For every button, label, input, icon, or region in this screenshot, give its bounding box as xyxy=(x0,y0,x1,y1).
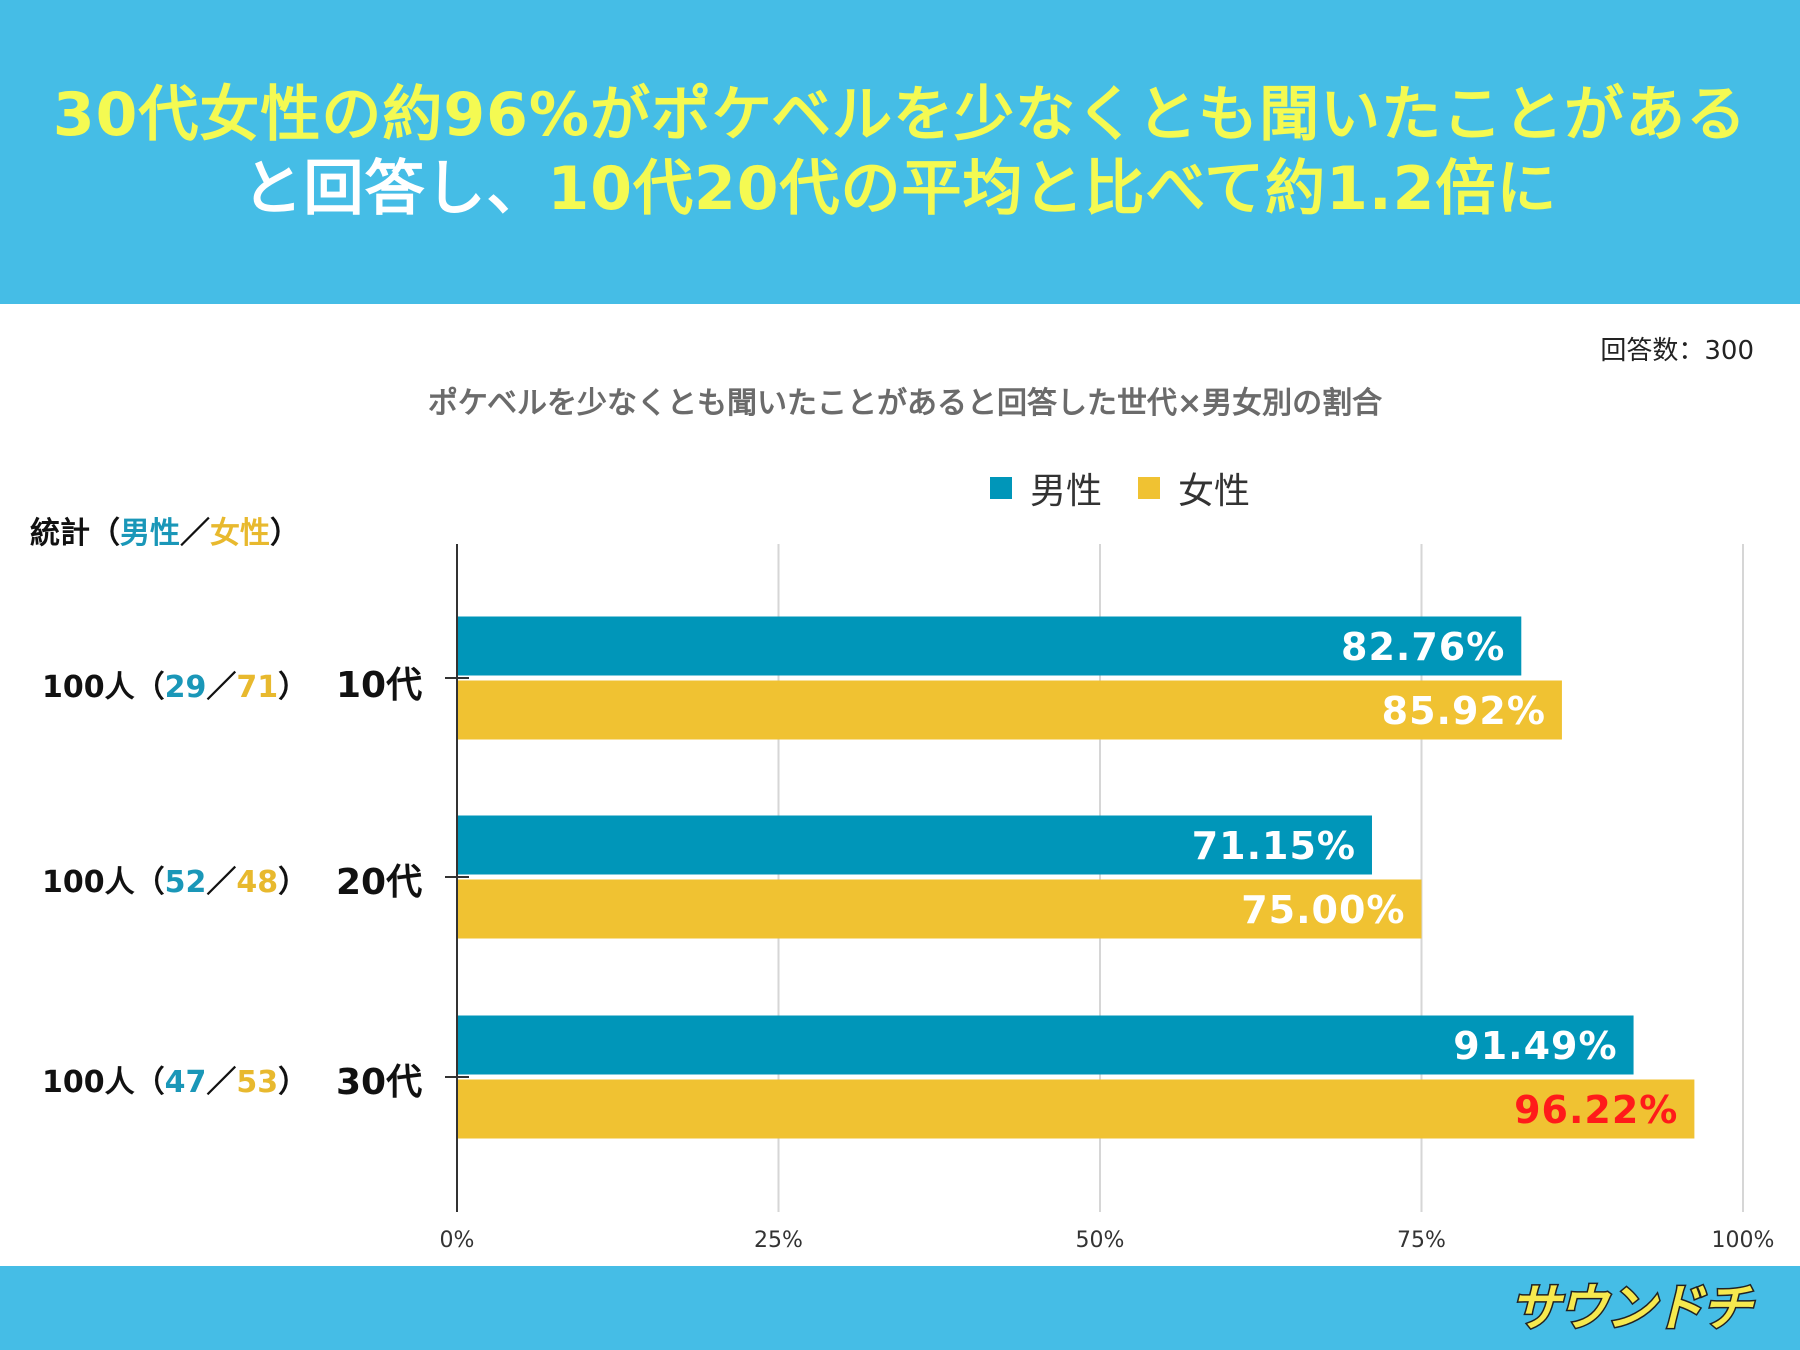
legend-swatch-female xyxy=(1138,477,1161,499)
legend: 男性 女性 xyxy=(990,466,1286,512)
respondent-count: 回答数：300 xyxy=(1600,336,1754,366)
headline: 30代女性の約96%がポケベルを少なくとも聞いたことがある と回答し、10代20… xyxy=(0,78,1800,226)
headline-line2: と回答し、10代20代の平均と比べて約1.2倍に xyxy=(242,154,1558,224)
bar-female-1 xyxy=(457,879,1422,939)
data-label: 82.76% xyxy=(1341,625,1505,669)
stats-row-30s: 100人（47／53） xyxy=(42,1065,309,1100)
data-label: 75.00% xyxy=(1241,888,1405,932)
stats-header: 統計（男性／女性） xyxy=(30,516,300,551)
legend-swatch-male xyxy=(990,477,1012,499)
data-label: 91.49% xyxy=(1453,1024,1617,1068)
legend-label-male: 男性 xyxy=(1030,471,1103,512)
category-label-30s: 30代 xyxy=(336,1062,423,1103)
category-label-20s: 20代 xyxy=(336,862,423,903)
stats-row-20s: 100人（52／48） xyxy=(42,865,309,900)
x-tick-label: 25% xyxy=(754,1228,803,1253)
bar-male-1 xyxy=(457,815,1372,875)
bar-male-0 xyxy=(457,616,1522,676)
footer-banner xyxy=(0,1266,1800,1350)
bar-male-2 xyxy=(457,1015,1634,1075)
bar-female-2 xyxy=(457,1079,1695,1139)
bar-chart: 0% 25% 50% 75% 100% 82.76% 85.92% 71.15% 75.00% 9… xyxy=(440,544,1775,1253)
legend-item-male: 男性 xyxy=(990,462,1102,514)
data-label: 71.15% xyxy=(1192,824,1356,868)
legend-item-female: 女性 xyxy=(1138,462,1250,514)
legend-label-female: 女性 xyxy=(1178,471,1251,512)
brand-logo: サウンドチ xyxy=(1509,1278,1754,1339)
x-tick-label: 50% xyxy=(1076,1228,1125,1253)
headline-line1: 30代女性の約96%がポケベルを少なくとも聞いたことがある xyxy=(52,80,1748,150)
data-label: 96.22% xyxy=(1514,1088,1678,1132)
category-label-10s: 10代 xyxy=(336,665,423,706)
data-label: 85.92% xyxy=(1382,689,1546,733)
chart-title: ポケベルを少なくとも聞いたことがあると回答した世代×男女別の割合 xyxy=(427,386,1383,421)
bar-female-0 xyxy=(457,680,1562,740)
x-tick-label: 0% xyxy=(440,1228,475,1253)
header-banner xyxy=(0,0,1800,304)
x-tick-label: 100% xyxy=(1712,1228,1775,1253)
stats-row-10s: 100人（29／71） xyxy=(42,670,309,705)
x-tick-label: 75% xyxy=(1397,1228,1446,1253)
